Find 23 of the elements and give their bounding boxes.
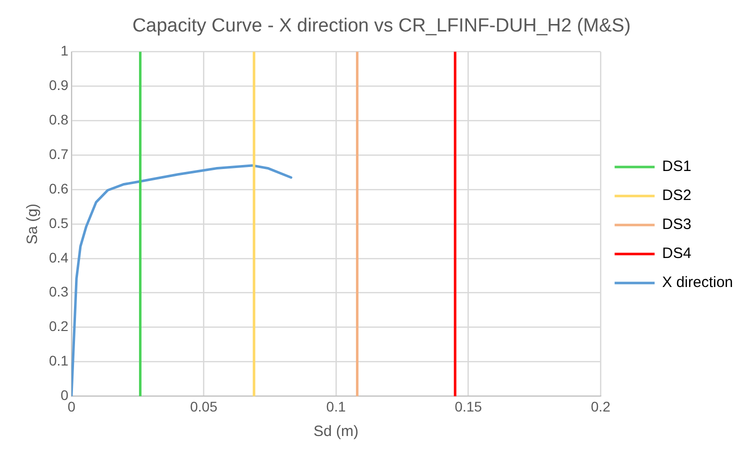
legend-label: DS3: [662, 216, 692, 234]
x-tick-label: 0.1: [326, 398, 346, 414]
y-tick-label: 0.1: [48, 352, 69, 369]
x-axis-title: Sd (m): [314, 423, 359, 440]
x-tick-label: 0.15: [454, 398, 482, 414]
x-tick-label: 0.05: [190, 398, 218, 414]
y-tick-label: 0.2: [48, 318, 69, 334]
y-tick-label: 0.9: [48, 77, 69, 94]
legend-label: DS4: [662, 245, 692, 262]
chart-title: Capacity Curve - X direction vs CR_LFINF-DUH_H2 (M&S): [132, 16, 631, 37]
y-tick-label: 0.5: [48, 214, 69, 231]
y-tick-label: 0: [60, 387, 69, 404]
y-tick-label: 0.3: [48, 284, 69, 300]
y-tick-label: 0.8: [48, 112, 69, 128]
y-tick-label: 1: [60, 42, 69, 59]
y-tick-label: 0.7: [48, 146, 69, 162]
legend-label: DS2: [662, 187, 692, 204]
legend-label: DS1: [662, 158, 692, 176]
legend-label: X direction: [662, 274, 734, 292]
y-tick-label: 0.4: [48, 249, 69, 266]
x-tick-label: 0.2: [590, 398, 611, 414]
y-tick-label: 0.6: [48, 180, 69, 196]
y-axis-title: Sa (g): [24, 204, 42, 244]
